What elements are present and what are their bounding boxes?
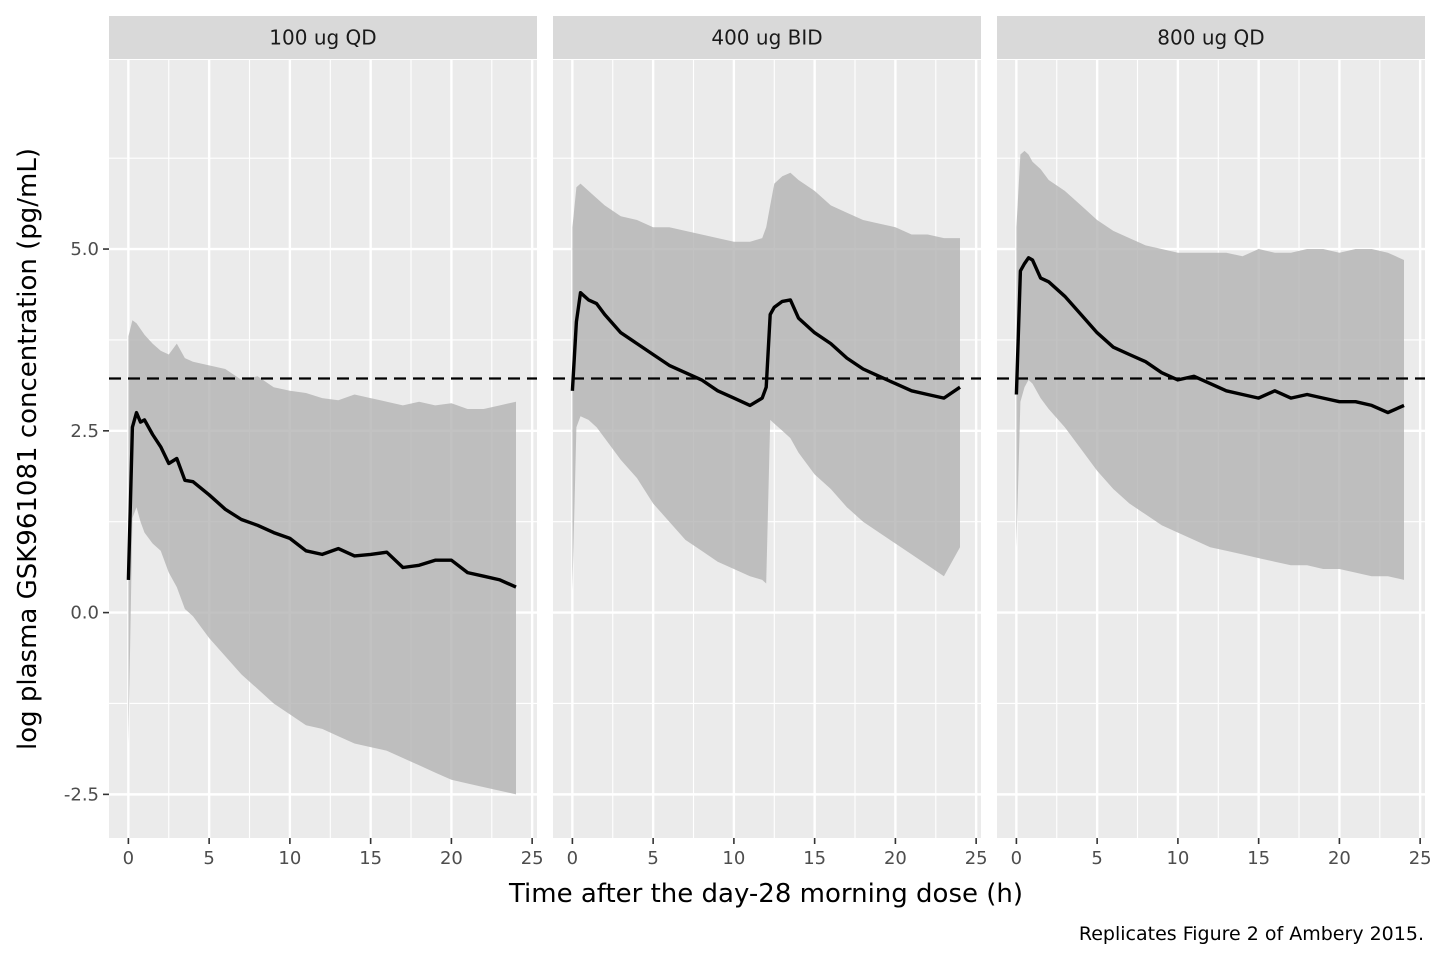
panel-strip-label: 400 ug BID <box>711 26 822 50</box>
chart-caption: Replicates Figure 2 of Ambery 2015. <box>1079 923 1424 945</box>
median-line <box>570 291 961 408</box>
y-axis: -2.5 0.0 2.5 5.0 <box>64 239 109 805</box>
panel-strip <box>109 16 537 59</box>
x-tick-label: 25 <box>1409 848 1432 869</box>
prediction-interval-band <box>1016 150 1404 580</box>
x-tick-label: 5 <box>1091 848 1102 869</box>
prediction-interval-band <box>128 320 516 795</box>
panel-1: 100 ug QD 0 5 10 15 20 25 <box>109 16 544 869</box>
y-axis-title: log plasma GSK961081 concentration (pg/m… <box>13 148 43 750</box>
y-tick-label: 5.0 <box>70 239 99 260</box>
x-tick-label: 0 <box>567 848 578 869</box>
x-tick-label: 20 <box>884 848 907 869</box>
x-tick-label: 10 <box>1166 848 1189 869</box>
x-axis-title: Time after the day-28 morning dose (h) <box>508 879 1023 909</box>
x-tick-label: 25 <box>965 848 988 869</box>
x-tick-label: 20 <box>440 848 463 869</box>
panel-strip <box>997 16 1425 59</box>
x-tick-label: 10 <box>722 848 745 869</box>
x-tick-label: 15 <box>803 848 826 869</box>
x-tick-label: 0 <box>1011 848 1022 869</box>
median-line <box>1014 256 1405 415</box>
y-tick-label: 0.0 <box>70 603 99 624</box>
x-tick-label: 25 <box>521 848 544 869</box>
panel-strip-label: 800 ug QD <box>1157 26 1264 50</box>
y-tick-label: -2.5 <box>64 784 99 805</box>
x-tick-label: 5 <box>203 848 214 869</box>
x-tick-label: 15 <box>359 848 382 869</box>
panel-strip-label: 100 ug QD <box>269 26 376 50</box>
x-tick-label: 5 <box>647 848 658 869</box>
x-tick-label: 20 <box>1328 848 1351 869</box>
panel-strip <box>553 16 981 59</box>
panel-3: 800 ug QD 0 5 10 15 20 25 <box>997 16 1432 869</box>
median-line <box>126 410 517 589</box>
x-tick-label: 15 <box>1247 848 1270 869</box>
y-tick-label: 2.5 <box>70 421 99 442</box>
x-tick-label: 10 <box>278 848 301 869</box>
panel-2: 400 ug BID 0 5 10 15 20 25 <box>553 16 988 869</box>
x-tick-label: 0 <box>123 848 134 869</box>
